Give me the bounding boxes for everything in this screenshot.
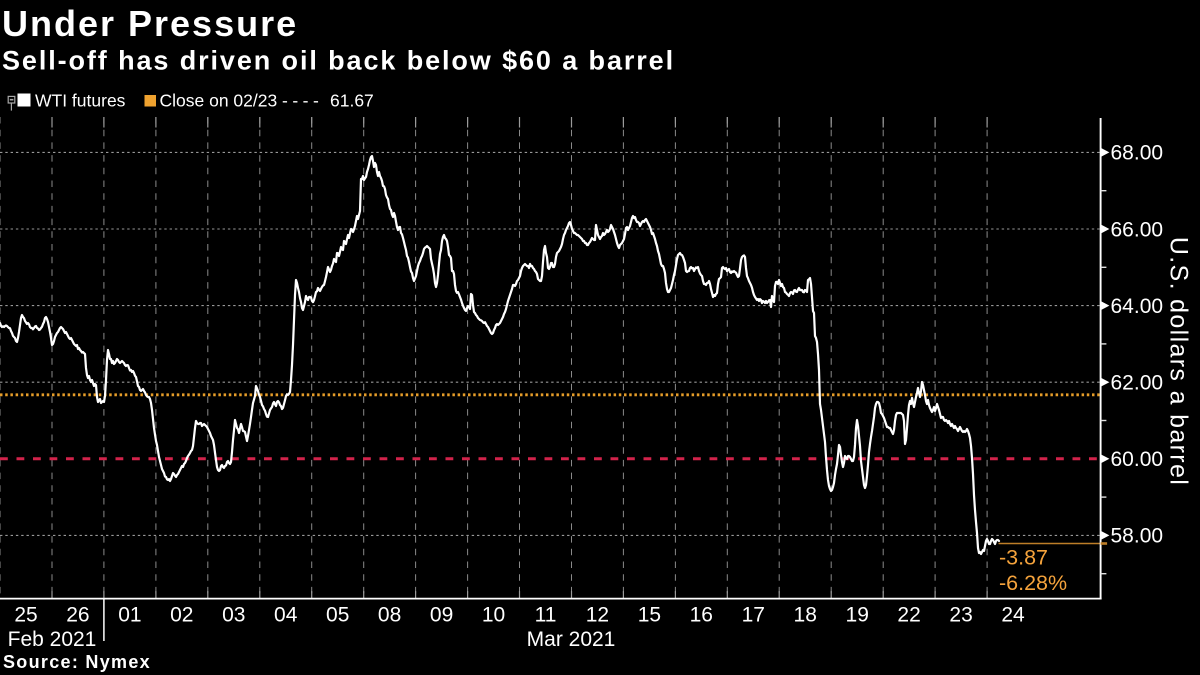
svg-text:15: 15 — [638, 604, 661, 627]
svg-text:----: ---- — [282, 91, 323, 111]
svg-text:23: 23 — [949, 604, 972, 627]
svg-text:11: 11 — [535, 604, 557, 627]
svg-text:09: 09 — [430, 604, 453, 627]
svg-text:Under Pressure: Under Pressure — [2, 3, 298, 44]
svg-text:18: 18 — [794, 604, 817, 627]
svg-text:-3.87: -3.87 — [999, 546, 1048, 570]
svg-text:26: 26 — [66, 604, 89, 627]
svg-text:12: 12 — [586, 604, 609, 627]
svg-text:19: 19 — [846, 604, 869, 627]
svg-text:22: 22 — [897, 604, 920, 627]
svg-text:-6.28%: -6.28% — [999, 571, 1067, 595]
svg-text:Sell-off has driven oil back b: Sell-off has driven oil back below $60 a… — [2, 46, 675, 76]
svg-text:01: 01 — [118, 604, 141, 627]
svg-text:Close on 02/23: Close on 02/23 — [160, 91, 278, 111]
svg-text:04: 04 — [274, 604, 298, 627]
svg-text:Mar 2021: Mar 2021 — [527, 628, 616, 651]
svg-text:WTI futures: WTI futures — [35, 91, 126, 111]
svg-text:10: 10 — [482, 604, 505, 627]
svg-text:16: 16 — [690, 604, 713, 627]
svg-text:17: 17 — [742, 604, 765, 627]
svg-text:62.00: 62.00 — [1111, 372, 1164, 395]
svg-text:U.S. dollars a barrel: U.S. dollars a barrel — [1165, 237, 1193, 486]
svg-text:68.00: 68.00 — [1111, 142, 1164, 165]
svg-text:05: 05 — [326, 604, 349, 627]
svg-text:Feb 2021: Feb 2021 — [8, 628, 97, 651]
svg-text:Source: Nymex: Source: Nymex — [3, 652, 151, 672]
svg-text:60.00: 60.00 — [1111, 448, 1164, 471]
svg-text:03: 03 — [222, 604, 245, 627]
svg-text:08: 08 — [378, 604, 401, 627]
svg-text:66.00: 66.00 — [1111, 218, 1164, 241]
svg-text:24: 24 — [1001, 604, 1025, 627]
svg-text:64.00: 64.00 — [1111, 295, 1164, 318]
svg-text:58.00: 58.00 — [1111, 525, 1164, 548]
svg-text:02: 02 — [170, 604, 193, 627]
svg-text:25: 25 — [14, 604, 37, 627]
svg-text:61.67: 61.67 — [330, 91, 374, 111]
